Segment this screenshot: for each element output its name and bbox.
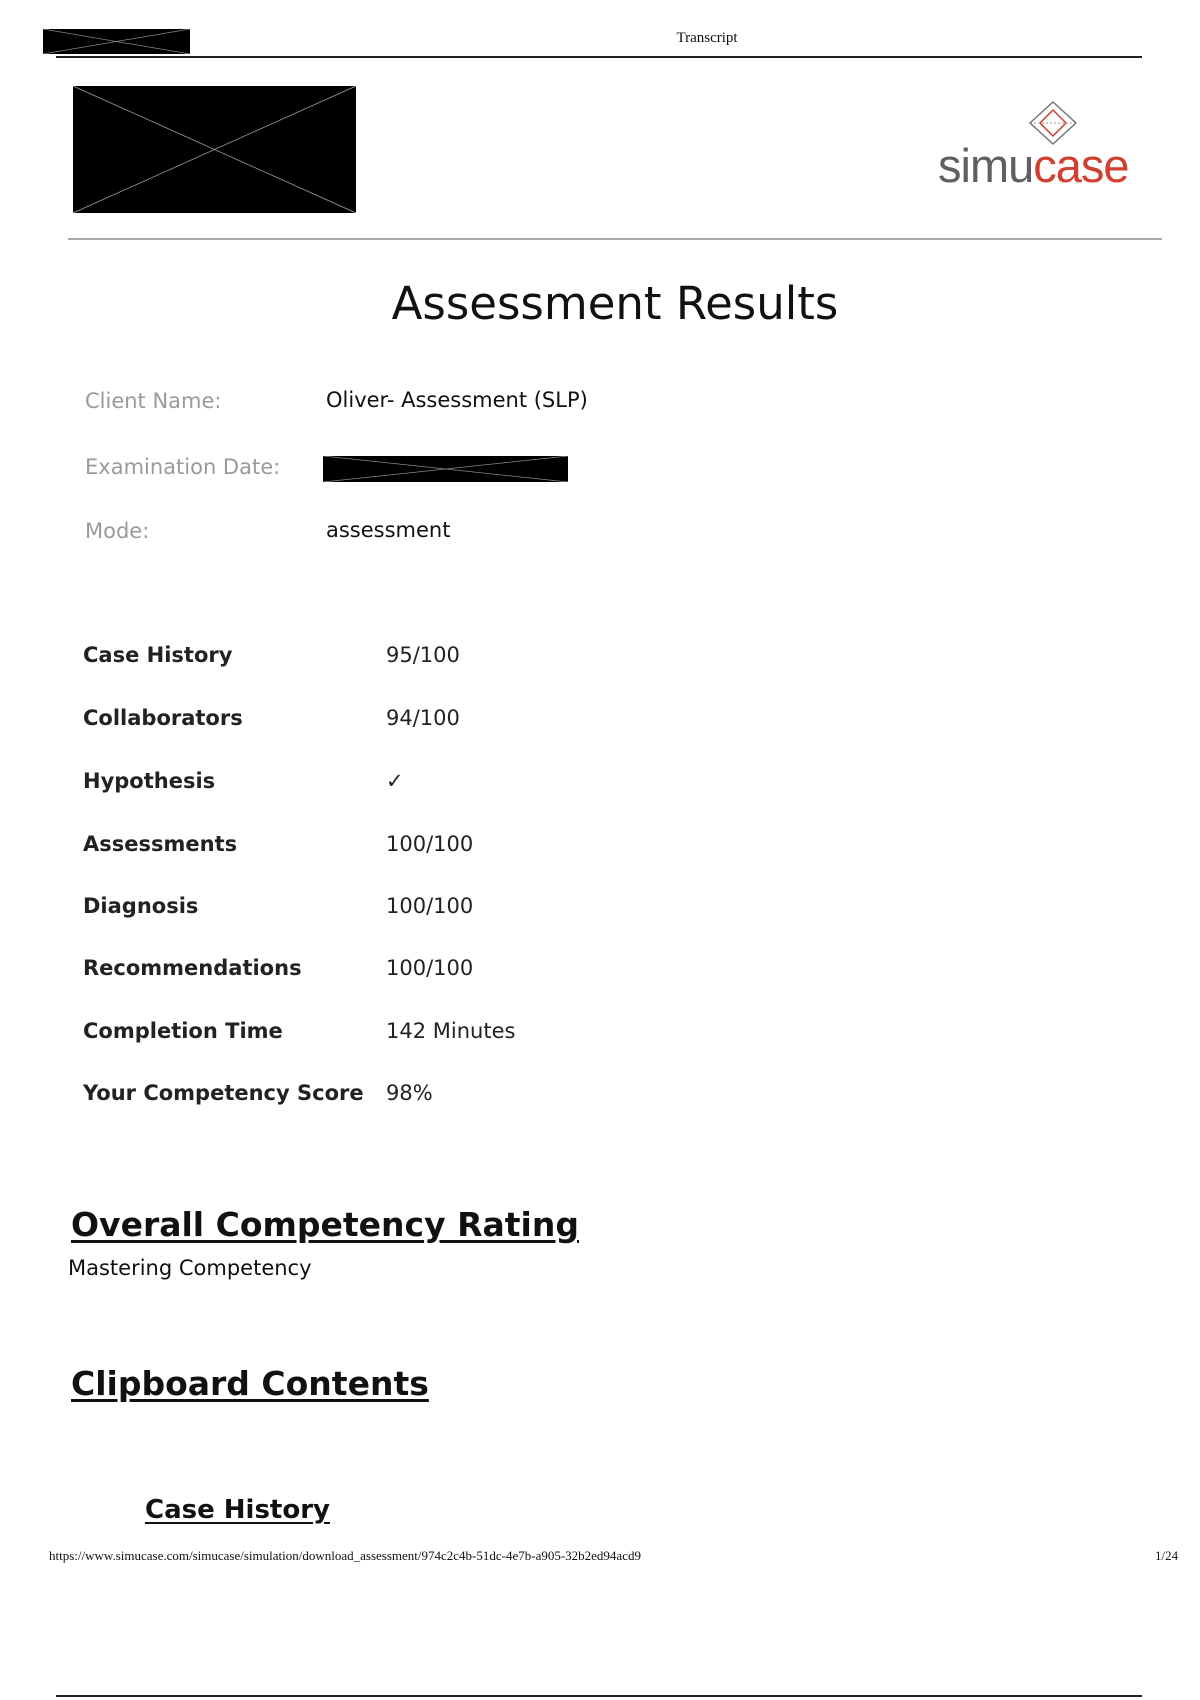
clipboard-heading: Clipboard Contents bbox=[71, 1364, 429, 1403]
footer-url: https://www.simucase.com/simucase/simula… bbox=[49, 1548, 641, 1563]
score-label-collaborators: Collaborators bbox=[83, 706, 243, 730]
header-title: Transcript bbox=[676, 30, 738, 46]
overall-rating-value: Mastering Competency bbox=[68, 1256, 312, 1280]
redacted-box bbox=[43, 29, 190, 54]
score-value-recommendations: 100/100 bbox=[386, 956, 474, 980]
examination-date-label: Examination Date: bbox=[85, 455, 281, 479]
score-label-hypothesis: Hypothesis bbox=[83, 769, 216, 793]
score-value-competency-score: 98% bbox=[386, 1081, 433, 1105]
examination-date-redacted bbox=[323, 456, 568, 482]
client-name-label: Client Name: bbox=[85, 389, 222, 413]
overall-rating-heading: Overall Competency Rating bbox=[71, 1205, 579, 1244]
header-divider bbox=[56, 56, 1142, 58]
score-label-completion-time: Completion Time bbox=[83, 1019, 283, 1043]
score-value-completion-time: 142 Minutes bbox=[386, 1019, 516, 1043]
score-label-recommendations: Recommendations bbox=[83, 956, 302, 980]
score-value-collaborators: 94/100 bbox=[386, 706, 460, 730]
score-value-assessments: 100/100 bbox=[386, 832, 474, 856]
score-label-diagnosis: Diagnosis bbox=[83, 894, 199, 918]
page-title: Assessment Results bbox=[391, 277, 839, 330]
score-label-case-history: Case History bbox=[83, 643, 233, 667]
score-value-hypothesis-check-icon: ✓ bbox=[386, 769, 404, 793]
client-name-value: Oliver- Assessment (SLP) bbox=[326, 388, 588, 412]
logo-divider bbox=[68, 238, 1162, 240]
score-label-competency-score: Your Competency Score bbox=[83, 1081, 364, 1105]
logo-diamond-icon bbox=[1028, 100, 1078, 146]
simucase-logo: simucase bbox=[938, 100, 1168, 192]
redacted-image bbox=[73, 86, 356, 213]
mode-label: Mode: bbox=[85, 519, 150, 543]
score-label-assessments: Assessments bbox=[83, 832, 238, 856]
logo-text-simu: simu bbox=[938, 139, 1034, 192]
bottom-divider bbox=[56, 1695, 1142, 1697]
score-value-case-history: 95/100 bbox=[386, 643, 460, 667]
score-value-diagnosis: 100/100 bbox=[386, 894, 474, 918]
case-history-subheading: Case History bbox=[145, 1495, 330, 1525]
logo-text-case: case bbox=[1033, 139, 1129, 192]
mode-value: assessment bbox=[326, 518, 451, 542]
footer-page-number: 1/24 bbox=[1155, 1548, 1179, 1563]
